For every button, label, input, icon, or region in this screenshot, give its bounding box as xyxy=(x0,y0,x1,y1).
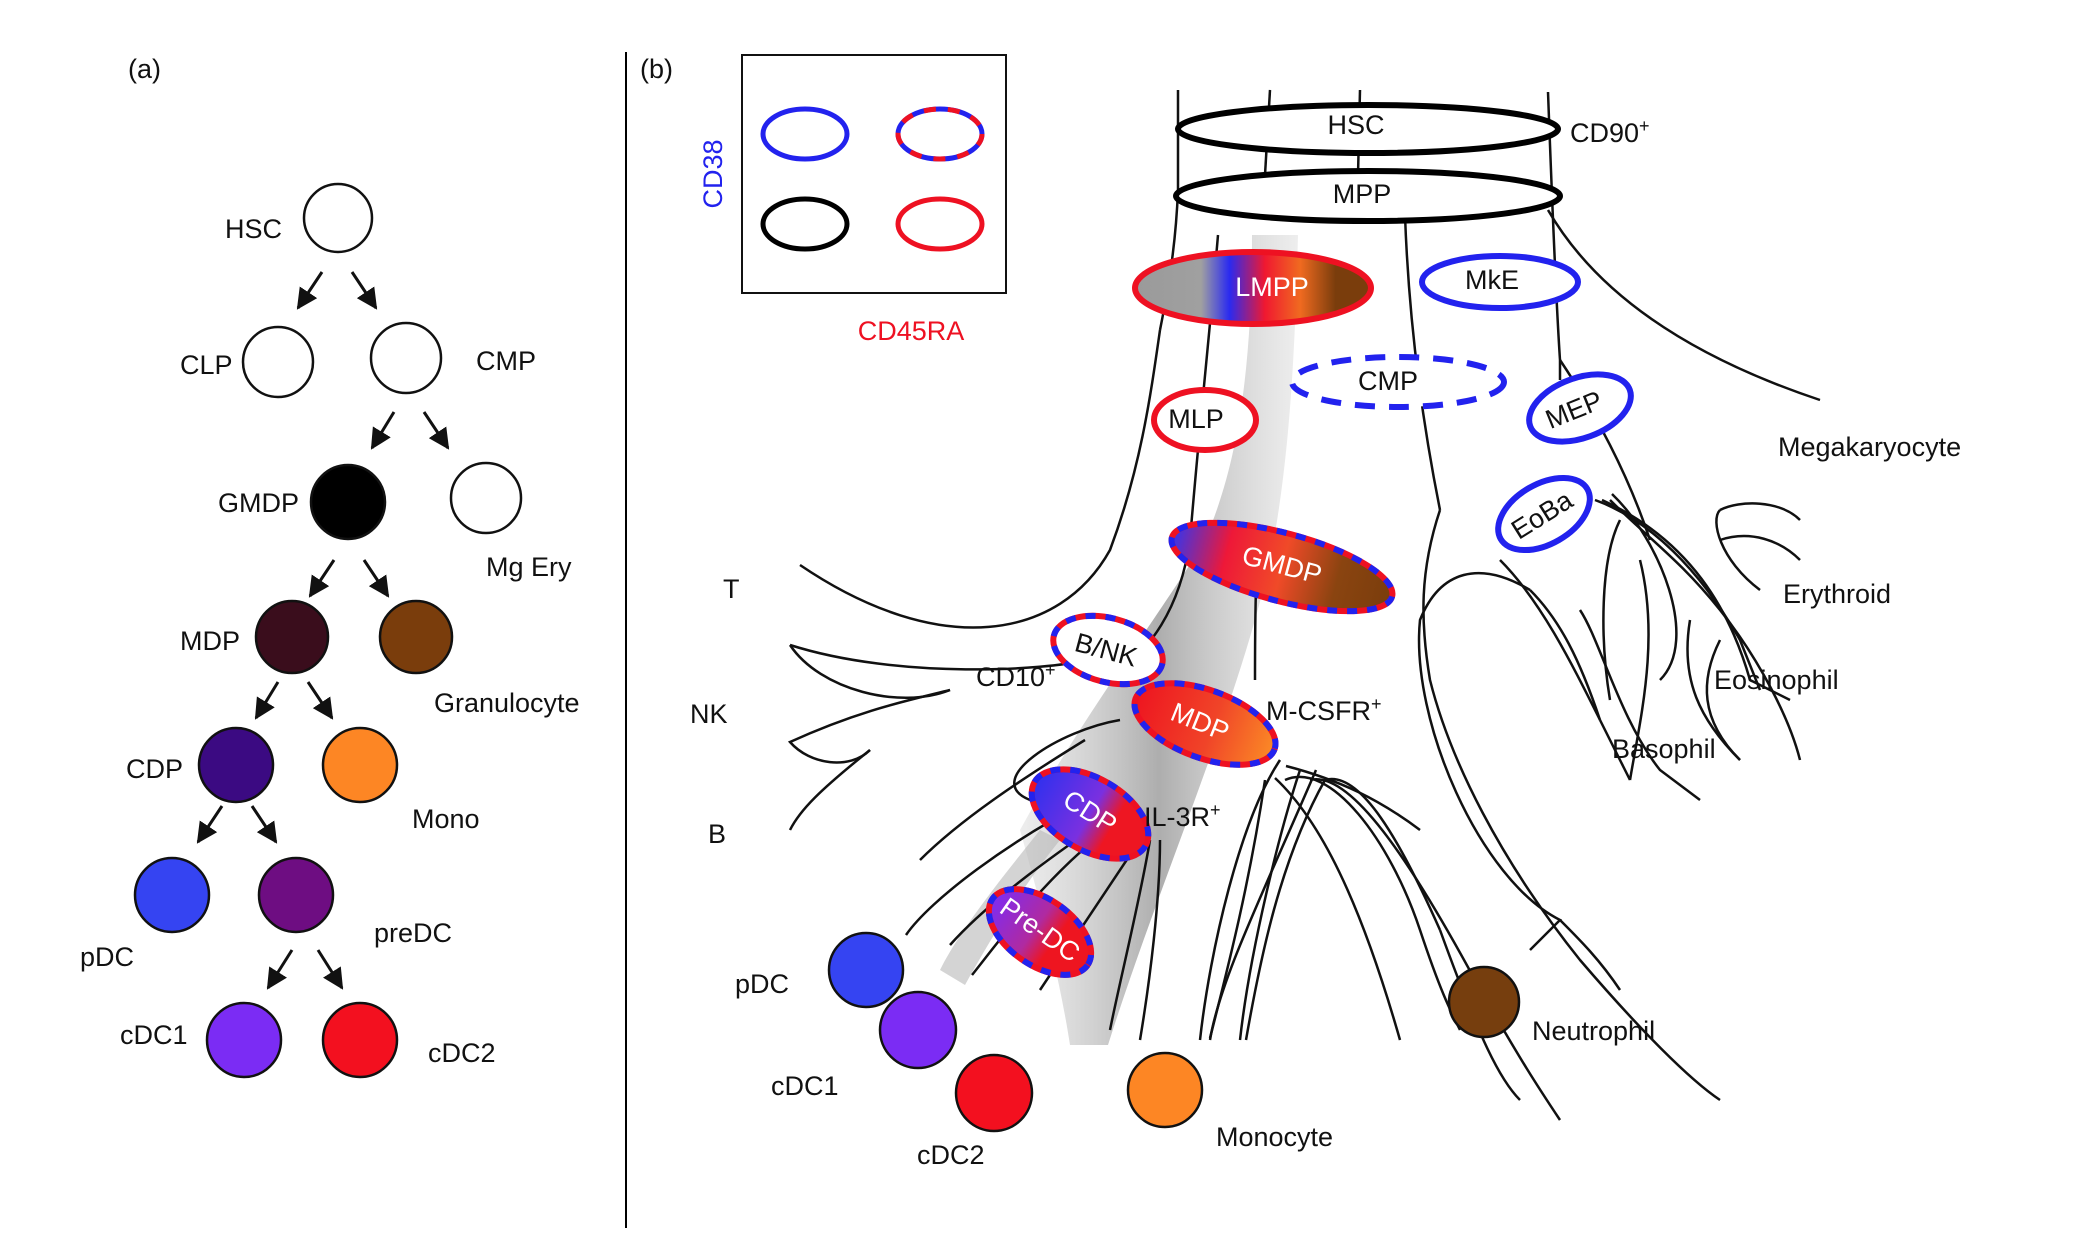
legend-cd38-ellipse xyxy=(760,106,850,162)
pdc-cell xyxy=(827,931,905,1009)
granulocyte-label: Granulocyte xyxy=(434,688,580,718)
hsc-disk-label: HSC xyxy=(1327,110,1384,140)
mono-node xyxy=(321,726,399,804)
cdp-node xyxy=(197,726,275,804)
b-lineage-label: B xyxy=(708,819,726,849)
cdc1-lineage-label: cDC1 xyxy=(771,1071,839,1101)
gmdp-label: GMDP xyxy=(218,488,299,518)
eosinophil-lineage-label: Eosinophil xyxy=(1714,665,1839,695)
legend-cd45ra-ellipse xyxy=(895,196,985,252)
panel-b-label: (b) xyxy=(640,54,673,84)
granulocyte-node xyxy=(378,599,454,675)
panel-a-label: (a) xyxy=(128,54,161,84)
panel-a-arrows xyxy=(196,271,450,990)
panel-b: (b) CD38 CD45RA xyxy=(640,54,1961,1170)
pdc-label: pDC xyxy=(80,942,134,972)
mgery-node xyxy=(449,461,523,535)
hsc-label: HSC xyxy=(225,214,282,244)
mgery-label: Mg Ery xyxy=(486,552,572,582)
eoba-node xyxy=(1495,474,1593,554)
pdc-lineage-label: pDC xyxy=(735,969,789,999)
predc-label: preDC xyxy=(374,918,452,948)
pdc-node xyxy=(133,856,211,934)
mcsfr-marker: M-CSFR+ xyxy=(1266,694,1382,726)
cdc1-label: cDC1 xyxy=(120,1020,188,1050)
il3r-marker: IL-3R+ xyxy=(1144,800,1221,832)
legend-cd45ra-axis: CD45RA xyxy=(858,316,965,346)
cmp-node xyxy=(369,321,443,395)
monocyte-lineage-label: Monocyte xyxy=(1216,1122,1333,1152)
cdc1-cell xyxy=(878,990,958,1070)
mlp-label: MLP xyxy=(1168,404,1224,434)
cd90-marker: CD90+ xyxy=(1570,116,1650,148)
panel-a: (a) HSC CLP xyxy=(80,54,580,1079)
mpp-disk xyxy=(1173,168,1563,224)
mpp-disk-label: MPP xyxy=(1333,179,1392,209)
cmp-progenitor-label: CMP xyxy=(1358,366,1418,396)
lmpp-label: LMPP xyxy=(1235,272,1309,302)
erythroid-lineage-label: Erythroid xyxy=(1783,579,1891,609)
legend-negative-ellipse xyxy=(760,196,850,252)
cmp-progenitor-node xyxy=(1289,354,1507,410)
cdc2-label: cDC2 xyxy=(428,1038,496,1068)
clp-node xyxy=(241,325,315,399)
hsc-node xyxy=(302,182,374,254)
cdp-label: CDP xyxy=(126,754,183,784)
cdc1-node xyxy=(205,1001,283,1079)
neutrophil-lineage-label: Neutrophil xyxy=(1532,1016,1655,1046)
cdc2-cell xyxy=(954,1053,1034,1133)
mlp-node xyxy=(1151,387,1259,453)
mdp-node xyxy=(254,599,330,675)
nk-lineage-label: NK xyxy=(690,699,728,729)
lineage-branches xyxy=(787,89,1821,1121)
mep-node xyxy=(1526,371,1634,445)
hsc-disk xyxy=(1175,102,1561,156)
cd10-marker: CD10+ xyxy=(976,660,1056,692)
lmpp-node xyxy=(1132,249,1374,327)
predc-node xyxy=(257,856,335,934)
mono-label: Mono xyxy=(412,804,480,834)
legend: CD38 CD45RA xyxy=(698,54,1007,346)
mdp-label: MDP xyxy=(180,626,240,656)
monocyte-cell xyxy=(1126,1051,1204,1129)
mke-label: MkE xyxy=(1465,265,1519,295)
legend-cd38-axis: CD38 xyxy=(698,139,728,208)
megakaryocyte-lineage-label: Megakaryocyte xyxy=(1778,432,1961,462)
mke-node xyxy=(1419,253,1581,311)
cdc2-lineage-label: cDC2 xyxy=(917,1140,985,1170)
legend-box xyxy=(741,54,1007,294)
cmp-label: CMP xyxy=(476,346,536,376)
gmdp-node xyxy=(309,463,387,541)
basophil-lineage-label: Basophil xyxy=(1612,734,1716,764)
t-lineage-label: T xyxy=(723,574,740,604)
neutrophil-cell xyxy=(1447,965,1521,1039)
cdc2-node xyxy=(321,1001,399,1079)
clp-label: CLP xyxy=(180,350,233,380)
